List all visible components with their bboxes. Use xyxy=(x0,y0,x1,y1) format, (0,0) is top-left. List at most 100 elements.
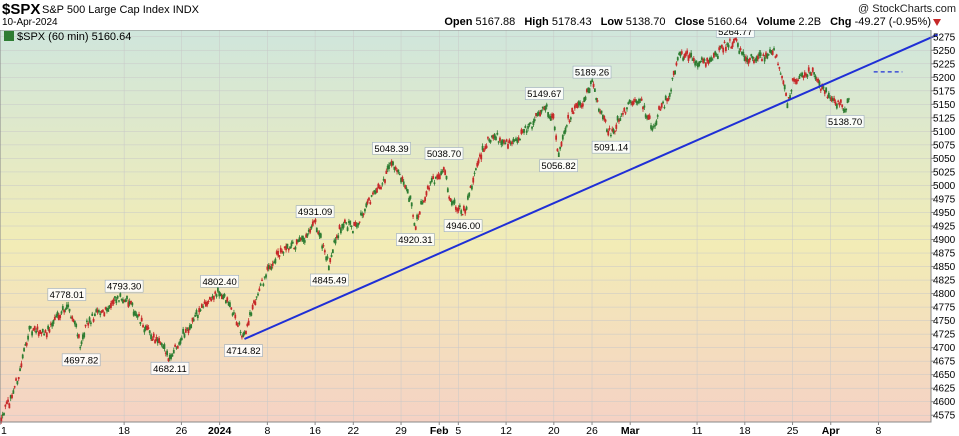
candle-body xyxy=(785,93,787,96)
candle-body xyxy=(699,61,702,63)
candle-body xyxy=(303,240,306,243)
candle-body xyxy=(473,172,476,174)
candle-body xyxy=(297,239,300,242)
candle-body xyxy=(549,116,552,121)
candle-body xyxy=(791,78,794,81)
candle-body xyxy=(686,50,689,54)
candle-body xyxy=(47,325,50,330)
candle-body xyxy=(746,57,749,62)
candle-body xyxy=(91,313,94,316)
candle-body xyxy=(337,235,340,238)
candle-body xyxy=(599,111,602,114)
candle-body xyxy=(386,165,389,170)
candle-body xyxy=(497,141,500,143)
candle-body xyxy=(83,332,86,338)
candle-body xyxy=(255,296,258,298)
candle-body xyxy=(250,312,253,316)
candle-body xyxy=(342,223,345,228)
candle-body xyxy=(421,202,424,205)
candle-body xyxy=(608,128,611,130)
candle-body xyxy=(458,205,461,208)
annotation-box xyxy=(372,141,411,155)
candle-body xyxy=(682,57,685,61)
candle-body xyxy=(51,322,54,327)
annotation-box xyxy=(715,30,755,38)
candle-body xyxy=(461,213,464,216)
candle-body xyxy=(3,412,5,416)
candle-body xyxy=(343,219,346,224)
volume-value: 2.2B xyxy=(798,16,822,28)
candle-body xyxy=(226,297,229,302)
candle-body xyxy=(306,233,309,237)
candle-body xyxy=(692,57,695,62)
annotation-label: 4697.82 xyxy=(64,355,98,366)
candle-body xyxy=(130,300,132,304)
annotation-label: 5091.14 xyxy=(594,143,628,154)
y-tick-label: 5150 xyxy=(933,100,956,111)
candle-body xyxy=(516,139,519,143)
candle-body xyxy=(765,52,767,57)
candle-body xyxy=(15,378,17,381)
candle-body xyxy=(100,311,103,313)
candle-body xyxy=(251,304,254,310)
candle-body xyxy=(87,322,90,326)
annotation-label: 4931.09 xyxy=(298,207,332,218)
candle-body xyxy=(384,179,386,183)
candle-body xyxy=(5,401,8,404)
candle-body xyxy=(529,122,532,124)
annotation-label: 5189.26 xyxy=(575,68,609,79)
candle-body xyxy=(491,135,493,138)
candle-body xyxy=(475,168,477,170)
candle-body xyxy=(648,115,651,119)
candle-body xyxy=(214,291,217,294)
series-legend: $SPX (60 min) 5160.64 xyxy=(4,31,131,43)
candle-body xyxy=(331,249,334,254)
candle-body xyxy=(239,331,242,334)
candle-body xyxy=(73,320,76,325)
candle-body xyxy=(195,310,198,315)
candle-body xyxy=(674,70,676,75)
candle-body xyxy=(712,53,715,58)
candle-body xyxy=(577,101,580,106)
candle-body xyxy=(425,191,428,196)
candle-body xyxy=(446,188,449,193)
candle-body xyxy=(17,377,20,380)
candle-body xyxy=(183,333,186,338)
candle-body xyxy=(742,51,745,56)
candle-body xyxy=(596,100,599,102)
candle-body xyxy=(845,108,848,111)
candle-body xyxy=(496,132,499,135)
candle-body xyxy=(587,87,590,93)
candle-body xyxy=(274,258,277,264)
candle-body xyxy=(418,211,421,215)
candle-body xyxy=(325,256,328,261)
candle-body xyxy=(162,345,164,349)
candle-body xyxy=(398,173,401,175)
candle-body xyxy=(679,51,682,57)
candle-body xyxy=(553,126,556,131)
candle-body xyxy=(517,137,520,141)
candle-body xyxy=(196,314,199,319)
y-tick-label: 5000 xyxy=(933,181,956,192)
candle-body xyxy=(219,293,222,297)
candle-body xyxy=(755,56,758,62)
candle-body xyxy=(624,112,627,114)
candle-body xyxy=(318,232,321,237)
candle-body xyxy=(108,305,111,309)
candle-body xyxy=(803,72,806,77)
candle-body xyxy=(838,103,841,106)
x-tick-label: 20 xyxy=(548,425,560,436)
candle-body xyxy=(60,311,63,314)
candle-body xyxy=(716,55,719,59)
candle-body xyxy=(373,190,376,193)
candle-body xyxy=(489,139,492,143)
candle-body xyxy=(126,295,128,300)
candle-body xyxy=(68,308,71,312)
candle-body xyxy=(525,130,528,133)
candle-body xyxy=(253,300,255,304)
candle-body xyxy=(326,256,329,259)
candle-body xyxy=(317,231,320,234)
candle-body xyxy=(106,308,108,312)
candle-body xyxy=(652,126,655,128)
candle-body xyxy=(829,97,832,99)
